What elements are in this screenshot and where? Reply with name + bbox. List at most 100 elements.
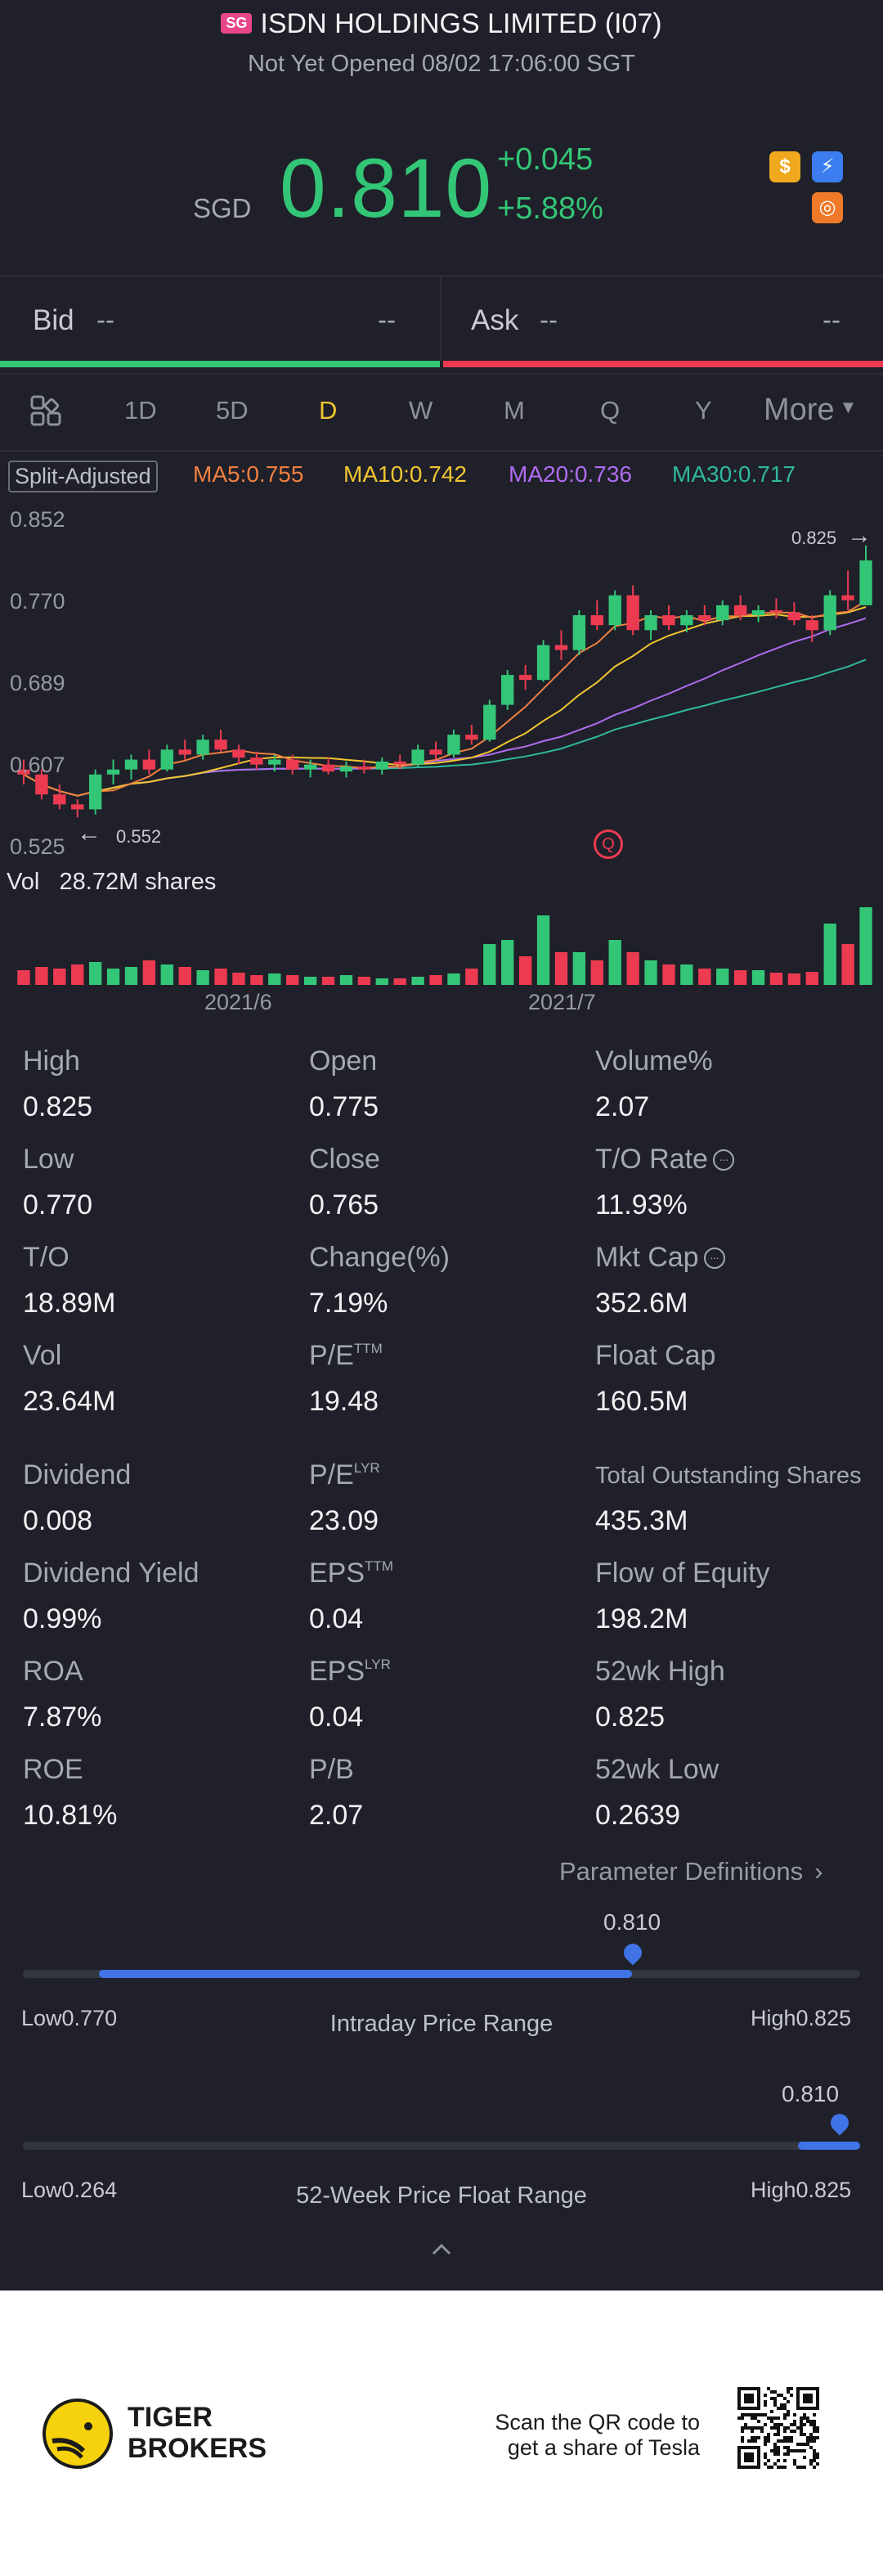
week52-current-value: 0.810 [782, 2081, 840, 2106]
intraday-range-fill [99, 1970, 632, 1978]
volume-bar [88, 962, 102, 985]
candle [214, 730, 227, 752]
y-tick: 0.525 [10, 834, 65, 859]
candle [554, 630, 568, 660]
stat-tos-label: Total Outstanding Shares [595, 1463, 862, 1489]
low-marker-label: 0.552 [116, 826, 162, 847]
volume-bar [662, 964, 675, 985]
week52-high: High0.825 [751, 2178, 852, 2202]
parameter-definitions-link[interactable]: Parameter Definitions › [559, 1857, 822, 1886]
stat-52wk-high: 0.825 [595, 1702, 666, 1733]
stat-eps-lyr-label: EPSLYR [309, 1656, 391, 1688]
volume-bar [787, 973, 801, 985]
candle [698, 605, 711, 626]
y-tick: 0.852 [10, 507, 65, 532]
info-icon[interactable]: ··· [703, 1248, 725, 1269]
stat-tos: 435.3M [595, 1505, 688, 1536]
bid-bar [0, 361, 440, 367]
stat-volpct: 2.07 [595, 1091, 650, 1122]
price-change-percent: +5.88% [497, 191, 603, 226]
ma30-label: MA30:0.717 [672, 461, 796, 487]
candle [339, 761, 353, 778]
week52-low: Low0.264 [21, 2178, 118, 2202]
volume-bar [716, 969, 729, 985]
candlestick-chart[interactable] [0, 491, 883, 1014]
stat-52wk-high-label: 52wk High [595, 1656, 725, 1687]
last-price: 0.810 [280, 142, 493, 235]
tab-d[interactable]: D [319, 396, 338, 425]
stat-roe: 10.81% [23, 1800, 118, 1831]
volume-bar [160, 964, 173, 985]
stat-roa: 7.87% [23, 1702, 102, 1733]
stat-roe-label: ROE [23, 1754, 83, 1785]
volume-bar [232, 973, 245, 985]
volume-bar [536, 915, 550, 985]
ask-bar [443, 361, 883, 367]
ma5-label: MA5:0.755 [193, 461, 304, 487]
volume-bar [483, 944, 496, 985]
tab-5d[interactable]: 5D [216, 396, 249, 425]
volume-bar [142, 960, 156, 985]
brand-line2: BROKERS [128, 2433, 267, 2464]
pe-ttm-sup: TTM [353, 1341, 383, 1356]
tab-more[interactable]: More ▼ [764, 393, 857, 428]
candle [805, 615, 818, 642]
week52-range-fill [798, 2142, 860, 2150]
tab-1d[interactable]: 1D [124, 396, 157, 425]
brand-name: TIGER BROKERS [128, 2402, 267, 2464]
currency-label: SGD [193, 193, 252, 223]
volume-bar [518, 956, 532, 985]
eps-ttm-text: EPS [309, 1558, 365, 1589]
qr-code-icon[interactable] [737, 2387, 819, 2469]
stat-foe-label: Flow of Equity [595, 1558, 770, 1589]
tab-w[interactable]: W [409, 396, 433, 425]
stat-roa-label: ROA [23, 1656, 83, 1687]
candle [124, 754, 138, 780]
pe-ttm-text: P/E [309, 1340, 354, 1371]
dollar-icon[interactable]: $ [769, 151, 800, 182]
tiger-logo-icon [43, 2398, 113, 2469]
info-icon[interactable]: ··· [712, 1149, 734, 1171]
tab-m[interactable]: M [504, 396, 525, 425]
candle [106, 759, 120, 784]
volume-bar [698, 969, 711, 985]
volume-bar [572, 952, 586, 985]
candle [303, 759, 317, 778]
volume-bar [393, 978, 406, 985]
qr-line2: get a share of Tesla [507, 2435, 700, 2460]
stock-title: SG ISDN HOLDINGS LIMITED (I07) [0, 8, 883, 40]
stat-dividend: 0.008 [23, 1505, 93, 1536]
chart-layout-icon[interactable] [29, 394, 62, 427]
footer-banner [0, 2291, 883, 2576]
candle [321, 758, 335, 775]
volume-bar [250, 975, 263, 985]
candle [142, 749, 156, 775]
eps-ttm-sup: TTM [365, 1558, 393, 1574]
candle [716, 600, 729, 626]
ask-size: -- [822, 304, 840, 335]
volume-bar [805, 972, 818, 985]
candle [429, 741, 442, 760]
stat-low: 0.770 [23, 1189, 93, 1221]
stat-52wk-low: 0.2639 [595, 1800, 680, 1831]
stat-pe-ttm: 19.48 [309, 1386, 379, 1417]
ask-price: -- [540, 304, 558, 335]
ask-label: Ask [471, 304, 519, 336]
split-adjusted-button[interactable]: Split-Adjusted [8, 461, 158, 492]
candle [71, 799, 84, 818]
stat-mktcap: 352.6M [595, 1288, 688, 1319]
tab-y[interactable]: Y [695, 396, 712, 425]
chevron-up-icon[interactable] [430, 2241, 453, 2258]
brain-icon[interactable]: ◎ [812, 192, 843, 223]
candle [769, 598, 783, 618]
volume-bar [17, 970, 30, 985]
stat-open: 0.775 [309, 1091, 379, 1122]
volume-bar [268, 973, 281, 985]
flash-icon[interactable]: ⚡ [812, 151, 843, 182]
y-tick: 0.607 [10, 753, 65, 777]
tab-more-label: More [764, 393, 835, 427]
q-event-marker[interactable]: Q [594, 829, 623, 859]
stat-low-label: Low [23, 1144, 74, 1175]
tab-q[interactable]: Q [600, 396, 621, 425]
brand-line1: TIGER [128, 2402, 213, 2433]
